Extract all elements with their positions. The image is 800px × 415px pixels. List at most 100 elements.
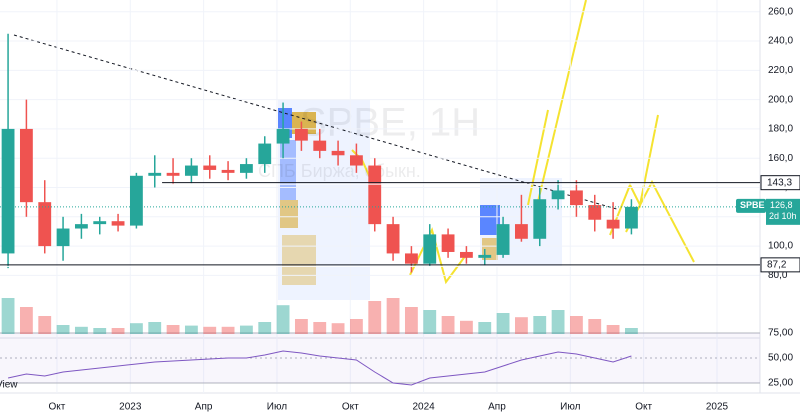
- x-tick-label: Окт: [635, 402, 652, 413]
- candle-body: [56, 228, 70, 247]
- candle-body: [1, 128, 15, 254]
- volume-bar: [166, 325, 180, 334]
- volume-bar: [551, 310, 565, 334]
- volume-bar: [570, 316, 583, 334]
- candle-body: [203, 165, 217, 170]
- y-tick-label: 220,0: [768, 65, 793, 76]
- candle-body: [19, 128, 33, 203]
- y-tick-label: 180,0: [768, 124, 793, 135]
- volume-bar: [478, 322, 492, 334]
- candle-body: [570, 190, 583, 206]
- level-tag: [760, 175, 800, 191]
- candle-body: [221, 169, 235, 173]
- volume-bar: [221, 326, 235, 334]
- x-tick-label: Окт: [342, 402, 359, 413]
- rsi-tick-label: 25,00: [768, 378, 793, 389]
- candle-body: [331, 150, 345, 156]
- y-tick-label: 80,0: [768, 270, 788, 281]
- volume-bar: [258, 322, 272, 334]
- countdown-label: 2d 10h: [769, 211, 797, 221]
- volume-bar: [625, 328, 638, 334]
- volume-bar: [93, 328, 107, 334]
- candle-body: [368, 165, 382, 225]
- candle-body: [239, 164, 253, 173]
- candle-body: [606, 219, 620, 229]
- price-tag: [766, 198, 800, 225]
- candle-body: [294, 128, 308, 141]
- volume-bar: [496, 313, 510, 334]
- volume-bar: [148, 322, 162, 334]
- candle-body: [184, 165, 198, 176]
- candle-body: [588, 205, 602, 220]
- volume-bar: [606, 325, 620, 334]
- x-tick-label: Июл: [560, 402, 580, 413]
- candle-body: [148, 172, 162, 176]
- candle-body: [423, 234, 437, 264]
- candle-body: [93, 221, 107, 225]
- volume-bar: [239, 325, 253, 334]
- candle-body: [111, 221, 125, 226]
- symbol-tag: [736, 198, 766, 213]
- volume-profile: [278, 108, 500, 285]
- volume-bar: [203, 326, 217, 334]
- level-label: 87,2: [767, 259, 787, 270]
- candle-body: [625, 206, 638, 229]
- x-tick-label: 2023: [119, 402, 142, 413]
- volume-bar: [404, 307, 418, 334]
- volume-bar: [294, 319, 308, 334]
- volume-bar: [386, 298, 400, 334]
- candle-body: [478, 254, 492, 258]
- candle-body: [166, 172, 180, 176]
- candle-body: [313, 140, 327, 151]
- candle-body: [404, 253, 418, 264]
- volume-bar: [533, 316, 547, 334]
- volume-bar: [111, 328, 125, 334]
- volume-bar: [56, 325, 70, 334]
- volume-bar: [74, 326, 88, 334]
- volume-bar: [313, 322, 327, 334]
- volume-bar: [129, 323, 143, 334]
- candle-body: [258, 143, 272, 165]
- y-tick-label: 260,0: [768, 6, 793, 17]
- volume-bar: [349, 319, 363, 334]
- candle-body: [129, 175, 143, 226]
- volume-bar: [184, 325, 198, 334]
- x-tick-label: Апр: [488, 402, 506, 413]
- symbol-label: SPBE: [740, 200, 765, 210]
- volume-bar: [514, 317, 528, 334]
- volume-bar: [588, 319, 602, 334]
- y-tick-label: 100,0: [768, 241, 793, 252]
- candle-body: [496, 224, 510, 255]
- price-label: 126,8: [770, 200, 793, 210]
- volume-bar: [19, 307, 33, 334]
- candle-body: [533, 199, 547, 239]
- level-label: 143,3: [767, 177, 792, 188]
- rsi-line: [7, 350, 632, 386]
- rsi-tick-label: 75,00: [768, 328, 793, 339]
- candle-body: [551, 190, 565, 200]
- y-tick-label: 160,0: [768, 153, 793, 164]
- volume-bar: [459, 320, 473, 334]
- x-tick-label: Окт: [49, 402, 66, 413]
- candle-body: [441, 234, 455, 252]
- volume-bar: [423, 310, 437, 334]
- footer-label: View: [0, 380, 18, 391]
- x-tick-label: 2025: [706, 402, 729, 413]
- x-tick-label: Июл: [267, 402, 287, 413]
- volume-bar: [276, 305, 290, 334]
- candle-body: [514, 224, 528, 239]
- candle-body: [459, 251, 473, 258]
- candle-body: [74, 224, 88, 229]
- candle-body: [38, 202, 52, 247]
- volume-bar: [368, 301, 382, 334]
- candle-body: [386, 224, 400, 254]
- candle-body: [276, 128, 290, 144]
- watermark: SPBE, 1H: [300, 101, 480, 145]
- watermark-name: СПБ Биржа, обыкн.: [258, 161, 421, 181]
- volume-bar: [441, 316, 455, 334]
- y-tick-label: 240,0: [768, 36, 793, 47]
- rsi-tick-label: 50,00: [768, 353, 793, 364]
- volume-bar: [1, 298, 15, 334]
